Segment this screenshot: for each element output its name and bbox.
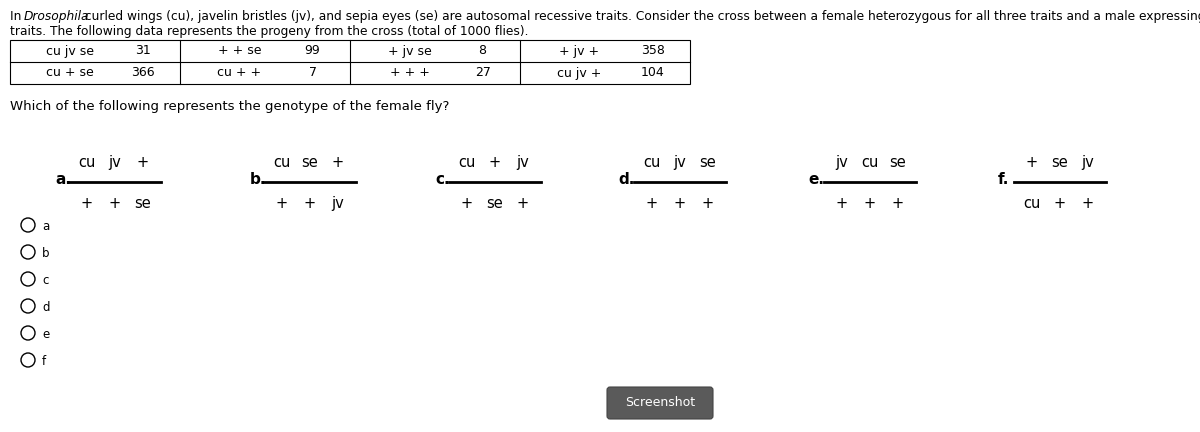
Text: jv: jv bbox=[331, 196, 344, 211]
Text: 31: 31 bbox=[134, 44, 150, 57]
Bar bbox=[10, 40, 690, 84]
Text: +: + bbox=[517, 196, 529, 211]
Text: jv: jv bbox=[517, 155, 529, 170]
Text: 366: 366 bbox=[131, 67, 155, 79]
Text: +: + bbox=[1054, 196, 1066, 211]
Text: jv: jv bbox=[1081, 155, 1094, 170]
Text: se: se bbox=[487, 196, 503, 211]
Text: +: + bbox=[332, 155, 344, 170]
Text: + + +: + + + bbox=[390, 67, 430, 79]
Text: In: In bbox=[10, 10, 25, 23]
Text: cu: cu bbox=[1024, 196, 1040, 211]
Text: 7: 7 bbox=[308, 67, 317, 79]
Text: se: se bbox=[1051, 155, 1068, 170]
Text: Which of the following represents the genotype of the female fly?: Which of the following represents the ge… bbox=[10, 100, 449, 113]
Text: jv: jv bbox=[673, 155, 686, 170]
Text: e: e bbox=[42, 328, 49, 341]
Text: cu: cu bbox=[643, 155, 661, 170]
Text: se: se bbox=[301, 155, 318, 170]
FancyBboxPatch shape bbox=[607, 387, 713, 419]
Text: +: + bbox=[646, 196, 658, 211]
Text: cu jv +: cu jv + bbox=[557, 67, 601, 79]
Text: +: + bbox=[1026, 155, 1038, 170]
Text: d.: d. bbox=[618, 172, 635, 187]
Text: +: + bbox=[836, 196, 848, 211]
Text: c.: c. bbox=[436, 172, 450, 187]
Text: +: + bbox=[461, 196, 473, 211]
Text: se: se bbox=[889, 155, 906, 170]
Text: 99: 99 bbox=[305, 44, 320, 57]
Text: +: + bbox=[137, 155, 149, 170]
Text: 27: 27 bbox=[475, 67, 491, 79]
Text: +: + bbox=[1082, 196, 1094, 211]
Text: cu + se: cu + se bbox=[46, 67, 94, 79]
Text: + + se: + + se bbox=[217, 44, 262, 57]
Text: +: + bbox=[674, 196, 686, 211]
Text: +: + bbox=[276, 196, 288, 211]
Text: +: + bbox=[80, 196, 94, 211]
Text: +: + bbox=[109, 196, 121, 211]
Text: se: se bbox=[134, 196, 151, 211]
Text: cu jv se: cu jv se bbox=[46, 44, 94, 57]
Text: 104: 104 bbox=[641, 67, 665, 79]
Text: e.: e. bbox=[808, 172, 824, 187]
Text: 8: 8 bbox=[479, 44, 487, 57]
Text: b: b bbox=[42, 247, 49, 260]
Text: 358: 358 bbox=[641, 44, 665, 57]
Text: se: se bbox=[700, 155, 716, 170]
Text: cu: cu bbox=[458, 155, 475, 170]
Text: +: + bbox=[702, 196, 714, 211]
Text: c: c bbox=[42, 274, 48, 287]
Text: f.: f. bbox=[998, 172, 1009, 187]
Text: +: + bbox=[304, 196, 316, 211]
Text: b.: b. bbox=[250, 172, 266, 187]
Text: d: d bbox=[42, 301, 49, 314]
Text: traits. The following data represents the progeny from the cross (total of 1000 : traits. The following data represents th… bbox=[10, 25, 528, 38]
Text: curled wings (cu), javelin bristles (jv), and sepia eyes (se) are autosomal rece: curled wings (cu), javelin bristles (jv)… bbox=[82, 10, 1200, 23]
Text: Drosophila: Drosophila bbox=[24, 10, 90, 23]
Text: + jv +: + jv + bbox=[559, 44, 600, 57]
Text: a: a bbox=[42, 220, 49, 233]
Text: + jv se: + jv se bbox=[388, 44, 431, 57]
Text: jv: jv bbox=[109, 155, 121, 170]
Text: jv: jv bbox=[835, 155, 848, 170]
Text: cu + +: cu + + bbox=[217, 67, 262, 79]
Text: +: + bbox=[892, 196, 904, 211]
Text: cu: cu bbox=[78, 155, 96, 170]
Text: Screenshot: Screenshot bbox=[625, 397, 695, 410]
Text: a.: a. bbox=[55, 172, 71, 187]
Text: +: + bbox=[864, 196, 876, 211]
Text: cu: cu bbox=[274, 155, 290, 170]
Text: +: + bbox=[488, 155, 502, 170]
Text: f: f bbox=[42, 355, 46, 368]
Text: cu: cu bbox=[862, 155, 878, 170]
